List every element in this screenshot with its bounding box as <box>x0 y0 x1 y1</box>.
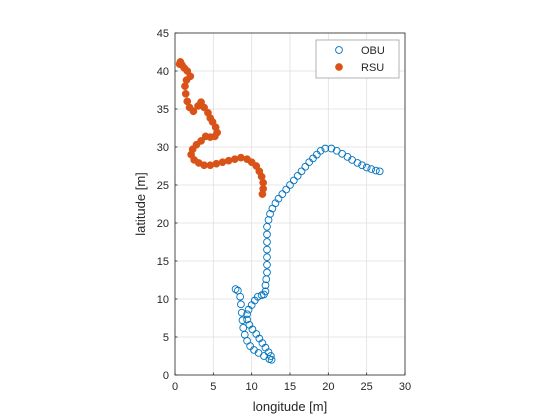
data-point-obu <box>305 158 314 167</box>
data-point-obu <box>293 172 302 180</box>
x-tick-label: 20 <box>322 381 334 393</box>
data-point-obu <box>243 315 251 324</box>
data-point-obu <box>375 167 384 176</box>
data-point-obu <box>262 275 271 284</box>
data-point-obu <box>286 181 294 189</box>
data-point-obu <box>263 260 271 269</box>
tick-labels: 0 5 10 15 20 25 30 0 5 10 15 20 25 30 35 40 45 <box>157 28 411 393</box>
y-tick-label: 35 <box>157 104 169 116</box>
data-point-obu <box>367 165 376 173</box>
data-point-obu <box>282 185 291 194</box>
data-point-obu <box>327 144 336 153</box>
axes-box <box>174 32 406 376</box>
data-point-obu <box>261 281 270 290</box>
x-tick-label: 15 <box>284 381 296 393</box>
x-tick-label: 0 <box>172 381 178 393</box>
data-point-rsu <box>200 103 208 112</box>
y-tick-label: 0 <box>163 370 169 382</box>
data-point-rsu <box>181 82 189 91</box>
data-point-obu <box>234 286 242 295</box>
y-tick-label: 40 <box>157 66 169 78</box>
data-point-obu <box>301 162 310 171</box>
data-point-obu <box>358 161 366 170</box>
data-point-rsu <box>189 107 198 116</box>
y-tick-label: 45 <box>157 28 169 40</box>
legend-marker-obu <box>335 46 343 54</box>
data-point-obu <box>239 324 248 332</box>
data-point-obu <box>332 146 341 155</box>
x-axis-label: longitude [m] <box>253 399 327 414</box>
y-axis-label: latitude [m] <box>133 172 148 236</box>
y-tick-label: 30 <box>157 142 169 154</box>
data-point-obu <box>257 291 266 300</box>
axes <box>174 32 406 376</box>
data-point-obu <box>268 204 277 213</box>
y-tick-label: 10 <box>157 294 169 306</box>
legend-label-rsu: RSU <box>361 62 384 74</box>
data-point-obu <box>362 163 371 172</box>
data-point-rsu <box>181 89 190 98</box>
data-point-obu <box>297 167 306 176</box>
y-tick-label: 20 <box>157 218 169 230</box>
series-rsu <box>175 58 268 198</box>
data-point-obu <box>263 245 271 254</box>
x-tick-label: 25 <box>361 381 373 393</box>
data-point-obu <box>244 305 253 314</box>
data-point-obu <box>278 190 287 198</box>
data-point-obu <box>237 308 246 317</box>
data-point-obu <box>289 176 298 185</box>
data-point-obu <box>263 238 271 246</box>
legend-marker-rsu <box>335 63 343 71</box>
legend-box <box>315 39 400 79</box>
x-tick-label: 10 <box>246 381 258 393</box>
data-point-rsu <box>201 132 210 141</box>
series-layer <box>175 58 384 364</box>
legend: OBU RSU <box>315 39 400 79</box>
data-point-obu <box>372 166 380 175</box>
x-tick-label: 30 <box>399 381 411 393</box>
data-point-obu <box>237 300 245 309</box>
data-point-obu <box>321 144 330 153</box>
data-point-obu <box>243 310 251 319</box>
y-tick-label: 5 <box>163 332 169 344</box>
data-point-obu <box>263 230 271 239</box>
series-obu <box>231 144 384 364</box>
data-point-obu <box>263 222 271 231</box>
data-point-rsu <box>258 190 267 198</box>
data-point-obu <box>263 253 271 262</box>
x-tick-label: 5 <box>210 381 216 393</box>
data-point-obu <box>238 316 247 325</box>
data-point-obu <box>231 285 240 293</box>
y-tick-label: 15 <box>157 256 169 268</box>
y-tick-label: 25 <box>157 180 169 192</box>
legend-label-obu: OBU <box>361 45 385 57</box>
data-point-obu <box>248 325 257 334</box>
